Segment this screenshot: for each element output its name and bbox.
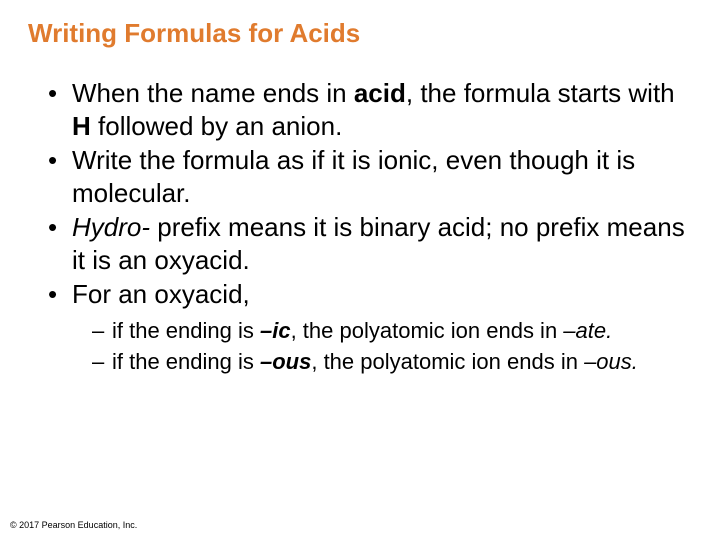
bullet-list: When the name ends in acid, the formula …	[28, 77, 692, 376]
bullet-item: When the name ends in acid, the formula …	[48, 77, 692, 142]
sub-bullet-list: if the ending is –ic, the polyatomic ion…	[48, 317, 692, 376]
slide-container: Writing Formulas for Acids When the name…	[0, 0, 720, 376]
slide-title: Writing Formulas for Acids	[28, 18, 692, 49]
bullet-item: Write the formula as if it is ionic, eve…	[48, 144, 692, 209]
sub-bullet-item: if the ending is –ous, the polyatomic io…	[92, 348, 692, 376]
text-segment: When the name ends in	[72, 78, 354, 108]
text-segment: , the formula starts with	[406, 78, 675, 108]
text-segment: acid	[354, 78, 406, 108]
bullet-item: Hydro- prefix means it is binary acid; n…	[48, 211, 692, 276]
text-segment: For an oxyacid,	[72, 279, 250, 309]
text-segment: Write the formula as if it is ionic, eve…	[72, 145, 635, 208]
text-segment: Hydro-	[72, 212, 150, 242]
text-segment: H	[72, 111, 91, 141]
bullet-item: For an oxyacid,	[48, 278, 692, 311]
text-segment: if the ending is	[112, 318, 260, 343]
text-segment: –ous	[260, 349, 311, 374]
text-segment: prefix means it is binary acid; no prefi…	[72, 212, 685, 275]
text-segment: followed by an anion.	[91, 111, 343, 141]
text-segment: , the polyatomic ion ends in	[311, 349, 584, 374]
text-segment: , the polyatomic ion ends in	[291, 318, 564, 343]
text-segment: –ic	[260, 318, 291, 343]
text-segment: –ate.	[563, 318, 612, 343]
text-segment: if the ending is	[112, 349, 260, 374]
text-segment: –ous.	[584, 349, 638, 374]
copyright-text: © 2017 Pearson Education, Inc.	[10, 520, 137, 530]
sub-bullet-item: if the ending is –ic, the polyatomic ion…	[92, 317, 692, 345]
